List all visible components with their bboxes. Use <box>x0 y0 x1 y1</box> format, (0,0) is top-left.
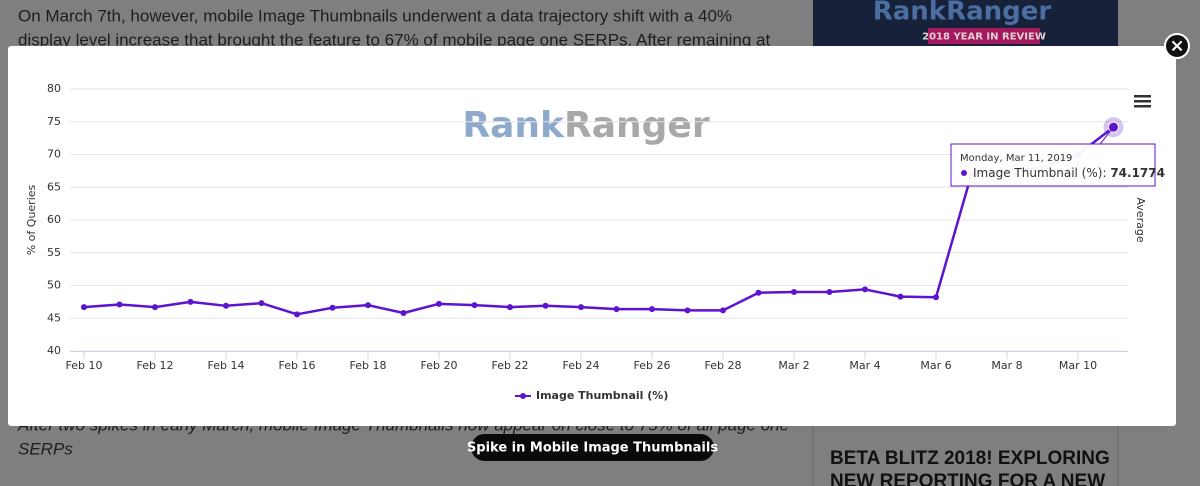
y-tick-label: 80 <box>47 82 61 95</box>
x-tick-label: Feb 16 <box>279 359 316 372</box>
legend-dot <box>520 393 526 399</box>
point <box>791 289 797 296</box>
spike-button[interactable] <box>471 434 714 461</box>
x-tick-label: Feb 14 <box>208 359 245 372</box>
point <box>116 301 123 308</box>
y-axis-title: % of Queries <box>25 184 38 255</box>
x-tick-label: Feb 18 <box>350 359 387 372</box>
paragraph-line: display level increase that brought the … <box>18 30 771 49</box>
menu-bar[interactable] <box>1134 95 1151 98</box>
x-tick-label: Feb 10 <box>66 359 103 372</box>
x-tick-label: Feb 26 <box>634 359 671 372</box>
watermark-part: Rank <box>462 105 565 146</box>
x-tick-label: Mar 4 <box>849 359 880 372</box>
point <box>223 302 229 309</box>
y-tick-label: 65 <box>47 180 61 193</box>
x-tick-label: Feb 24 <box>563 359 600 372</box>
tooltip-label: Image Thumbnail (%): <box>973 166 1110 180</box>
tooltip-pointer <box>1099 126 1114 145</box>
legend-label[interactable]: Image Thumbnail (%) <box>536 389 668 402</box>
tooltip-date: Monday, Mar 11, 2019 <box>960 153 1072 164</box>
modal <box>8 46 1176 426</box>
point <box>81 304 87 311</box>
watermark-part: Ranger <box>564 105 710 146</box>
point <box>755 289 762 296</box>
y-tick-label: 70 <box>47 148 61 161</box>
point <box>294 311 300 318</box>
close-button[interactable] <box>1164 33 1190 59</box>
x-tick-label: Mar 6 <box>920 359 951 372</box>
point <box>258 300 265 307</box>
point <box>826 289 833 296</box>
sidebar-heading: NEW REPORTING FOR A NEW <box>830 471 1105 486</box>
point <box>187 298 194 305</box>
x-tick-label: Feb 12 <box>137 359 174 372</box>
point <box>542 302 549 309</box>
plot: 40 45 50 55 60 65 70 75 80 Feb 10 Feb 12 Feb 14 Feb … <box>47 82 1165 402</box>
point <box>507 304 513 311</box>
series-line <box>83 126 1115 316</box>
spike-button-label[interactable]: Spike in Mobile Image Thumbnails <box>467 441 718 456</box>
menu-bar[interactable] <box>1134 105 1151 108</box>
tooltip-value: 74.1774 <box>1110 166 1165 180</box>
point <box>152 304 158 311</box>
tooltip <box>950 143 1156 187</box>
y-tick-label: 50 <box>47 279 61 292</box>
point <box>720 307 726 314</box>
point <box>578 304 584 311</box>
y-tick-label: 55 <box>47 246 61 259</box>
menu-bar[interactable] <box>1134 100 1151 103</box>
y-tick-label: 60 <box>47 213 61 226</box>
banner-brand: RankRanger <box>873 0 1052 27</box>
paragraph-line: On March 7th, however, mobile Image Thum… <box>18 6 732 25</box>
point <box>897 293 904 300</box>
x-tick-label: Feb 28 <box>705 359 742 372</box>
y-tick-label: 75 <box>47 115 61 128</box>
point <box>329 304 336 311</box>
point <box>933 294 939 301</box>
tooltip-dot <box>961 170 967 176</box>
watermark: RankRanger <box>462 105 709 146</box>
point <box>365 302 371 309</box>
close-icon[interactable]: × <box>1169 36 1184 57</box>
caption-line: SERPs <box>18 439 73 458</box>
y-tick-label: 40 <box>47 344 61 357</box>
x-tick-label: Feb 20 <box>421 359 458 372</box>
point <box>471 302 478 309</box>
y2-axis-title: Average <box>1134 197 1147 242</box>
point <box>862 286 868 293</box>
tooltip-text: Image Thumbnail (%): 74.1774 <box>973 166 1165 180</box>
banner-tag: 2018 YEAR IN REVIEW <box>922 32 1046 43</box>
x-tick-label: Feb 22 <box>492 359 529 372</box>
point <box>684 307 691 314</box>
y-tick-label: 45 <box>47 311 61 324</box>
sidebar-heading: BETA BLITZ 2018! EXPLORING <box>830 448 1110 469</box>
point <box>400 310 407 317</box>
menu-button[interactable] <box>1134 95 1151 108</box>
point <box>436 300 442 307</box>
point <box>613 306 620 313</box>
x-tick-label: Mar 2 <box>778 359 809 372</box>
point <box>649 306 655 313</box>
x-tick-label: Mar 8 <box>991 359 1022 372</box>
legend[interactable]: Image Thumbnail (%) <box>515 389 668 402</box>
banner-tag-bg <box>928 28 1040 44</box>
x-tick-label: Mar 10 <box>1059 359 1097 372</box>
